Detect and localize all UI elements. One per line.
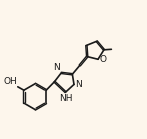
Text: NH: NH — [59, 94, 73, 103]
Text: OH: OH — [3, 77, 17, 86]
Text: N: N — [53, 63, 60, 72]
Text: N: N — [75, 80, 82, 89]
Text: O: O — [100, 55, 107, 64]
